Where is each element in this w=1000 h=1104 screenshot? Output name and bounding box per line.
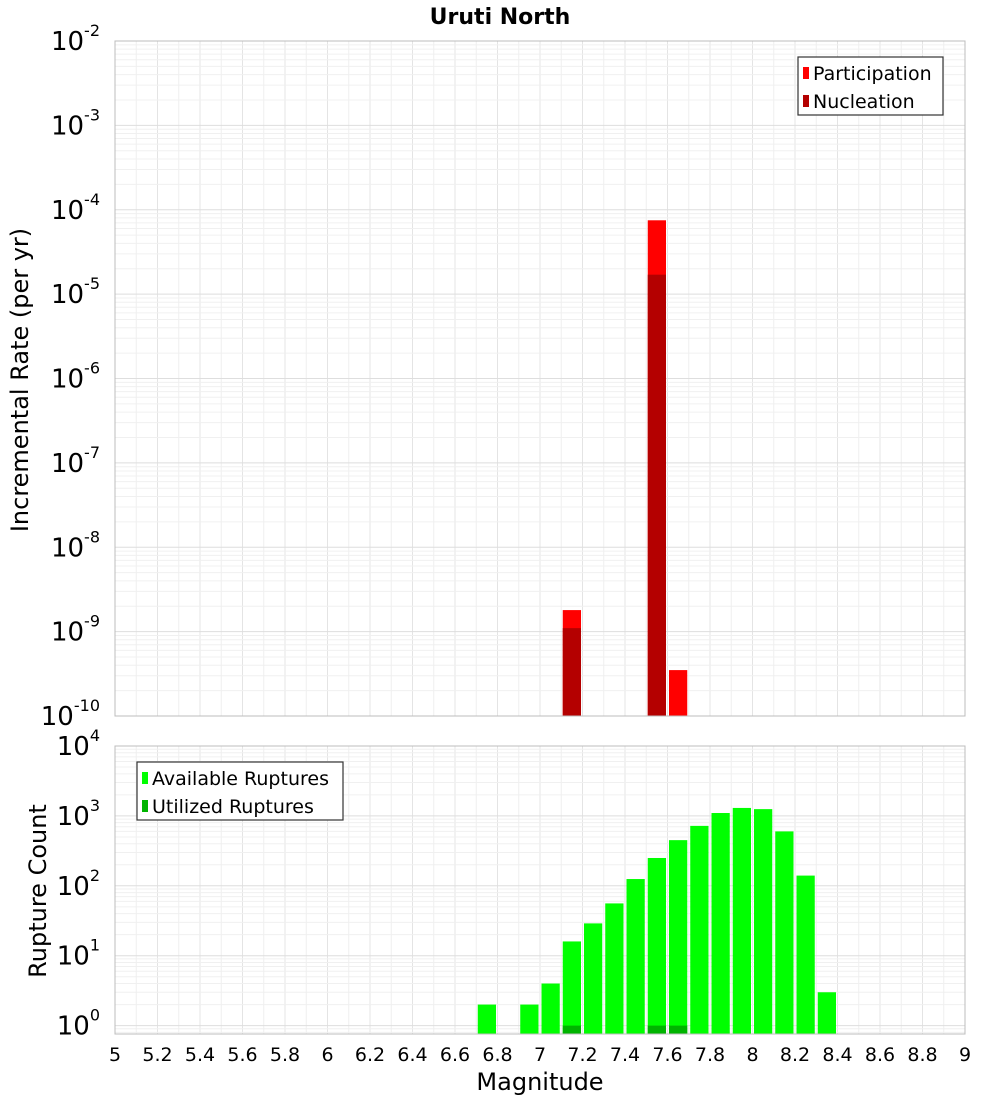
legend: Participation Nucleation <box>797 56 944 116</box>
x-tick-label: 8.2 <box>780 1044 810 1066</box>
available-ruptures-bar <box>584 923 603 1034</box>
x-tick-label: 7.4 <box>610 1044 640 1066</box>
y-tick-label: 100 <box>57 1006 100 1042</box>
available-ruptures-bar <box>690 825 709 1034</box>
available-ruptures-bar <box>626 879 645 1034</box>
y-tick-label: 10-6 <box>51 359 100 395</box>
panel-2: 104 103 102 101 100 Available Ruptures Utilize… <box>57 726 966 1042</box>
legend: Available Ruptures Utilized Ruptures <box>136 761 344 821</box>
legend-label: Nucleation <box>813 91 915 113</box>
y-tick-label: 101 <box>57 936 100 972</box>
legend-label: Available Ruptures <box>152 768 329 790</box>
y-tick-label: 103 <box>57 796 100 832</box>
x-tick-label: 5 <box>109 1044 121 1066</box>
available-ruptures-bar <box>796 875 815 1034</box>
y-tick-label: 10-9 <box>51 612 100 648</box>
plot-border <box>114 40 966 717</box>
legend-box <box>136 761 344 821</box>
x-tick-label: 6 <box>321 1044 333 1066</box>
nucleation-bar <box>562 628 581 716</box>
available-ruptures-bar <box>754 809 773 1034</box>
x-tick-label: 5.8 <box>270 1044 300 1066</box>
y-tick-label: 10-3 <box>51 105 100 141</box>
plot-panels: 10-2 10-3 10-4 10-5 10-6 10-7 10-8 10-9 10-10 Par… <box>41 21 971 1066</box>
legend-label: Utilized Ruptures <box>152 796 314 818</box>
legend-swatch <box>803 95 809 107</box>
x-tick-label: 8.4 <box>822 1044 852 1066</box>
x-tick-label: 6.8 <box>482 1044 512 1066</box>
y-tick-label: 104 <box>57 726 100 762</box>
x-tick-label: 8.8 <box>907 1044 937 1066</box>
legend-label: Participation <box>813 63 932 85</box>
y-tick-label: 102 <box>57 866 100 902</box>
x-axis-label: Magnitude <box>476 1068 603 1096</box>
x-tick-label: 6.6 <box>440 1044 470 1066</box>
chart-title: Uruti North <box>430 5 571 30</box>
panel-1: 10-2 10-3 10-4 10-5 10-6 10-7 10-8 10-9 10-10 Par… <box>41 21 966 732</box>
available-ruptures-bar <box>562 941 581 1034</box>
x-tick-label: 6.4 <box>397 1044 427 1066</box>
y-tick-label: 10-10 <box>41 696 100 732</box>
available-ruptures-bar <box>669 840 688 1034</box>
legend-swatch <box>142 772 148 784</box>
available-ruptures-bar <box>605 903 624 1034</box>
plot-border <box>114 745 966 1035</box>
x-tick-label: 7 <box>534 1044 546 1066</box>
available-ruptures-bar <box>477 1004 496 1034</box>
x-tick-label: 5.2 <box>142 1044 172 1066</box>
x-tick-label: 5.6 <box>227 1044 257 1066</box>
participation-bar <box>669 670 688 716</box>
legend-swatch <box>142 800 148 812</box>
legend-box <box>797 56 944 116</box>
utilized-ruptures-bar <box>562 1025 581 1034</box>
x-tick-label: 7.2 <box>567 1044 597 1066</box>
y-tick-label: 10-4 <box>51 190 100 226</box>
available-ruptures-bar <box>520 1004 539 1034</box>
available-ruptures-bar <box>732 807 751 1034</box>
available-ruptures-bar <box>817 992 836 1034</box>
x-tick-label: 5.4 <box>185 1044 215 1066</box>
x-tick-label: 6.2 <box>355 1044 385 1066</box>
y-axis-label-count: Rupture Count <box>24 804 52 978</box>
x-tick-label: 8 <box>746 1044 758 1066</box>
x-tick-label: 7.6 <box>652 1044 682 1066</box>
x-tick-label: 7.8 <box>695 1044 725 1066</box>
available-ruptures-bar <box>775 831 794 1034</box>
available-ruptures-bar <box>647 857 666 1034</box>
x-tick-label: 8.6 <box>865 1044 895 1066</box>
y-axis-label-rate: Incremental Rate (per yr) <box>6 228 34 532</box>
utilized-ruptures-bar <box>669 1025 688 1034</box>
x-tick-label: 9 <box>959 1044 971 1066</box>
available-ruptures-bar <box>711 813 730 1034</box>
y-tick-label: 10-7 <box>51 443 100 479</box>
legend-swatch <box>803 67 809 79</box>
available-ruptures-bar <box>541 983 560 1034</box>
y-tick-label: 10-5 <box>51 274 100 310</box>
nucleation-bar <box>647 274 666 716</box>
utilized-ruptures-bar <box>647 1025 666 1034</box>
y-tick-label: 10-2 <box>51 21 100 57</box>
y-tick-label: 10-8 <box>51 527 100 563</box>
